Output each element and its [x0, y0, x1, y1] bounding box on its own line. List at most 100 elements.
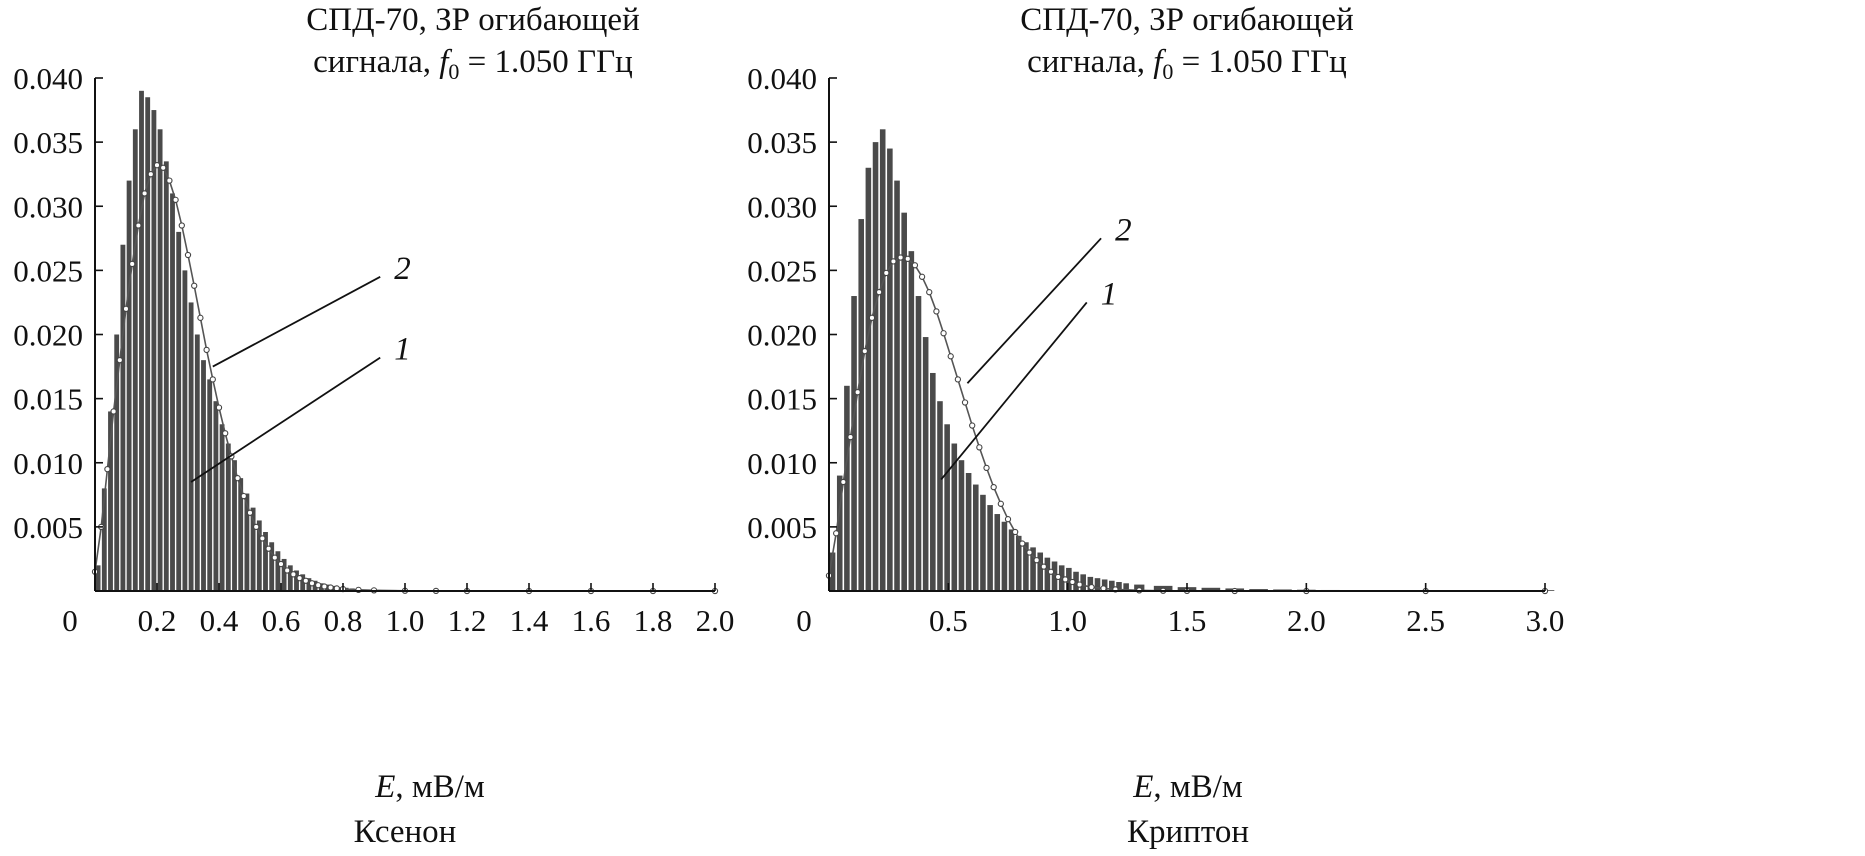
fit-curve-point: [253, 523, 260, 531]
histogram-bar: [872, 142, 879, 591]
histogram-bar: [1116, 582, 1122, 591]
fit-curve-point: [222, 430, 229, 437]
histogram-bar: [965, 473, 972, 591]
fit-curve: [825, 254, 1549, 595]
annotations: 12: [190, 251, 411, 483]
histogram-bar: [287, 565, 293, 591]
fit-curve-point: [290, 571, 297, 578]
fit-curve-point: [147, 171, 154, 178]
histogram-bar: [95, 565, 101, 591]
fit-curve-point: [141, 190, 148, 197]
histogram-bar: [294, 570, 299, 591]
histogram-bar: [232, 460, 237, 591]
histogram-bar: [980, 494, 986, 591]
chart-panel-xenon: СПД-70, ЗР огибающей сигнала, f0 = 1.050…: [13, 2, 734, 850]
x-tick-label: 1.6: [572, 603, 611, 638]
histogram-bar: [894, 180, 900, 591]
y-tick-label: 0.030: [747, 189, 817, 224]
fit-curve-point: [271, 554, 278, 561]
histogram-bar: [930, 372, 936, 591]
y-tick-label: 0.025: [13, 253, 83, 288]
histogram-bar: [994, 514, 1001, 591]
histogram-bar: [1087, 576, 1094, 591]
fit-curve-point: [1054, 573, 1062, 581]
histogram-bar: [1201, 587, 1221, 591]
fit-curve-point: [868, 314, 876, 321]
annotation-label-2: 2: [394, 251, 411, 287]
histogram-bar: [1008, 529, 1015, 591]
y-tick-label: 0.025: [747, 253, 817, 288]
histogram-bar: [114, 334, 120, 591]
annotation-label-1: 1: [1101, 276, 1118, 312]
fit-curve-point: [315, 582, 322, 589]
chart-title-line2: сигнала, f0 = 1.050 ГГц: [1027, 44, 1347, 84]
histogram-bar: [1051, 561, 1058, 591]
x-tick-label: 2.0: [1287, 603, 1326, 638]
y-tick-labels: 0.005 0.010 0.015 0.020 0.025 0.030 0.035 0.040: [13, 61, 83, 545]
histogram-bar: [1123, 583, 1129, 591]
fit-curve-point: [1047, 568, 1055, 575]
y-tick-label: 0.040: [13, 61, 83, 96]
histogram-bar: [1066, 567, 1072, 591]
y-tick-label: 0.010: [13, 446, 83, 481]
axes: [94, 77, 716, 592]
y-tick-label: 0.020: [747, 318, 817, 353]
histogram-bar: [275, 551, 281, 591]
fit-curve-point: [1033, 557, 1040, 564]
x-tick-label: 0.4: [200, 603, 239, 638]
x-axis-label: E, мВ/м: [374, 769, 485, 805]
histogram-bar: [1023, 542, 1029, 591]
fit-curve-point: [997, 500, 1004, 507]
histogram-bar: [244, 493, 250, 591]
fit-curve-point: [1012, 528, 1019, 536]
y-tick-label: 0.035: [13, 125, 83, 160]
x-tick-label: 1.2: [448, 603, 487, 638]
histogram-bar: [194, 334, 200, 591]
annotation-leader-1: [940, 301, 1088, 480]
x-tick-label: 1.8: [634, 603, 673, 638]
histogram-bar: [915, 296, 922, 591]
fit-curve-point: [954, 376, 962, 383]
histogram-bar: [132, 129, 138, 592]
fit-curve-line: [94, 164, 715, 592]
histogram-bar: [256, 520, 262, 591]
chart-caption: Ксенон: [354, 814, 457, 850]
x-tick-label: 0.8: [324, 603, 363, 638]
y-tick-label: 0.035: [747, 125, 817, 160]
fit-curve-point: [277, 560, 285, 568]
fit-curve-point: [861, 348, 868, 355]
fit-curve-point: [1062, 576, 1069, 583]
histogram-bar: [1037, 552, 1044, 591]
y-tick-label: 0.005: [747, 510, 817, 545]
annotations: 12: [940, 212, 1132, 480]
histogram-bar: [145, 97, 151, 592]
histogram-bar: [182, 270, 188, 592]
fit-curve-point: [172, 196, 179, 203]
histogram-bar: [1094, 578, 1101, 591]
fit-curve-point: [246, 509, 254, 516]
fit-curve-point: [153, 162, 161, 169]
x-tick-label: 1.5: [1168, 603, 1207, 638]
fit-curve-point: [1069, 578, 1076, 586]
annotation-leader-2: [966, 237, 1102, 384]
histogram-bar: [972, 484, 979, 591]
fit-curve-point: [259, 535, 266, 542]
fit-curve-point: [166, 177, 173, 184]
x-tick-label: 0.6: [262, 603, 301, 638]
fit-curve-point: [215, 404, 223, 411]
annotation-leader-1: [190, 356, 381, 483]
histogram-bar: [151, 110, 157, 591]
chart-title-line1: СПД-70, ЗР огибающей: [1020, 2, 1353, 38]
x-tick-label: 0: [796, 603, 812, 638]
fit-curve-point: [947, 353, 954, 360]
histogram-bars: [829, 129, 1555, 592]
histogram-bar: [120, 244, 126, 592]
x-tick-label: 2.5: [1406, 603, 1445, 638]
histogram-bar: [1101, 579, 1108, 591]
histogram-bar: [844, 385, 850, 591]
histogram-bar: [901, 212, 907, 591]
fit-curve-point: [890, 258, 897, 265]
x-tick-labels: 0 0.5 1.0 1.5 2.0 2.5 3.0: [796, 603, 1564, 638]
fit-curve-point: [122, 305, 130, 312]
